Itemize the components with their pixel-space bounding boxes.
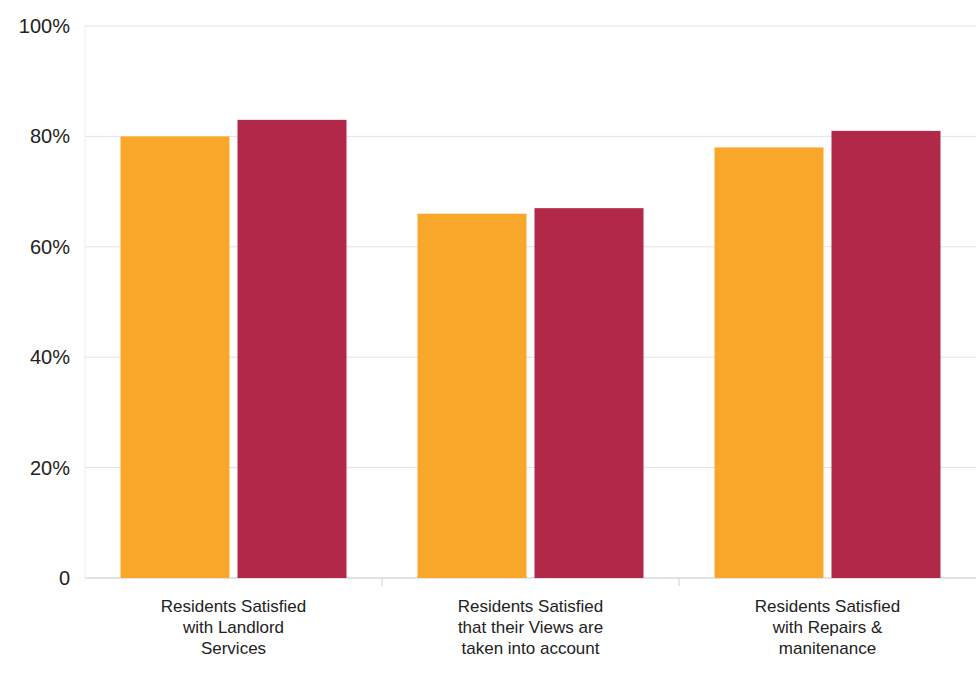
y-tick-label: 80% (30, 125, 70, 147)
x-tick-label: Residents Satisfied with Repairs & maniten… (755, 597, 901, 658)
y-tick-label: 0 (59, 567, 70, 589)
x-tick-label-line: Residents Satisfied (161, 597, 307, 616)
chart: 0 20% 40% 60% 80% 100% Residents Satisfied with… (0, 0, 976, 687)
bar (238, 120, 347, 578)
x-tick-label-line: with Repairs & (772, 618, 883, 637)
x-tick-label-line: manitenance (779, 639, 876, 658)
bars (121, 120, 941, 578)
x-tick-label-line: with Landlord (182, 618, 284, 637)
y-tick-label: 20% (30, 457, 70, 479)
x-tick-label-line: Residents Satisfied (458, 597, 604, 616)
x-tick-label: Residents Satisfied with Landlord Services (161, 597, 307, 658)
grid-line (85, 26, 976, 27)
x-tick-label: Residents Satisfied that their Views are t… (458, 597, 604, 658)
y-tick-label: 60% (30, 236, 70, 258)
x-tick-label-line: that their Views are (458, 618, 603, 637)
y-tick-label: 40% (30, 346, 70, 368)
category-separator (382, 578, 383, 586)
bar (121, 136, 230, 578)
x-tick-label-line: Residents Satisfied (755, 597, 901, 616)
x-tick-label-line: taken into account (462, 639, 600, 658)
bar (535, 208, 644, 578)
bar (418, 214, 527, 578)
bar (715, 147, 824, 578)
category-separator (679, 578, 680, 586)
y-axis-line (85, 26, 86, 578)
bar (832, 131, 941, 578)
y-tick-label: 100% (19, 15, 70, 37)
x-tick-label-line: Services (201, 639, 266, 658)
